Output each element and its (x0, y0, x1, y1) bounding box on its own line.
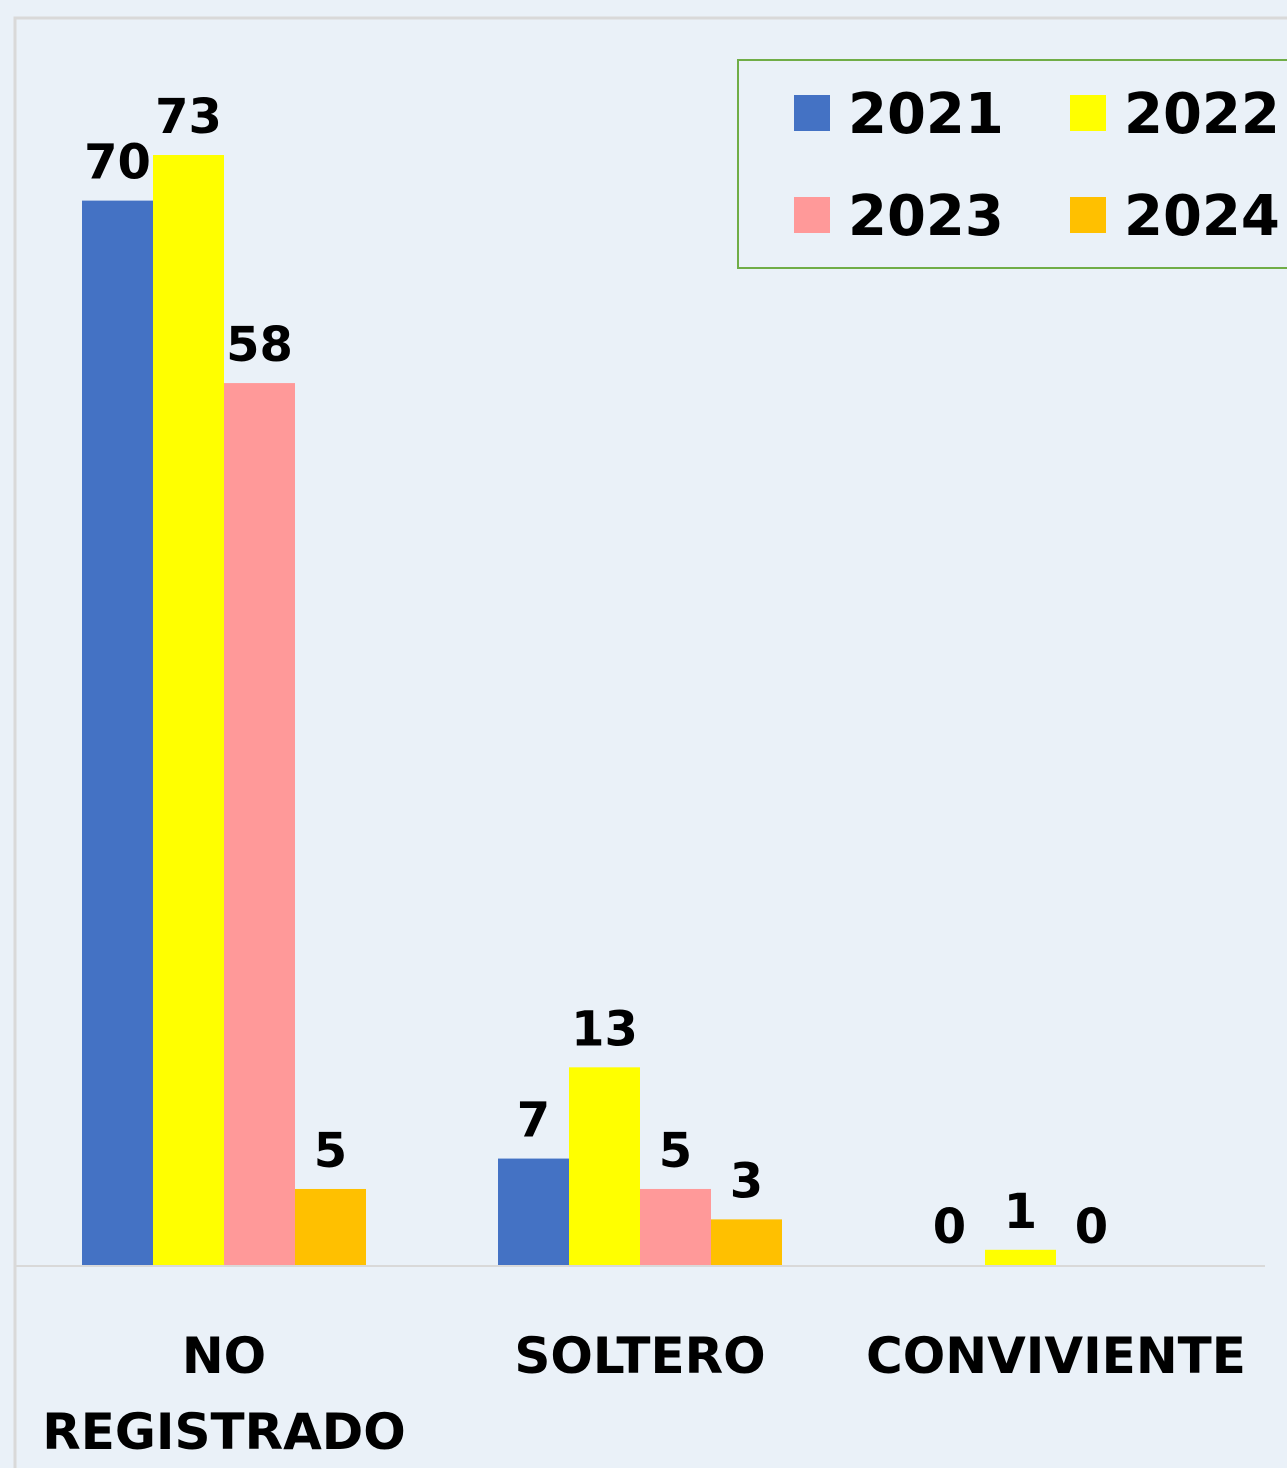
legend-label: 2021 (848, 82, 1004, 147)
data-label: 73 (155, 89, 222, 145)
x-tick-label: SOLTERO (514, 1327, 766, 1385)
legend-swatch (1070, 197, 1106, 233)
legend-label: 2022 (1124, 82, 1280, 147)
bar (498, 1158, 569, 1265)
legend-swatch (794, 95, 830, 131)
bar (224, 383, 295, 1266)
legend-label: 2023 (848, 184, 1004, 249)
data-label: 3 (730, 1153, 763, 1209)
data-label: 13 (571, 1001, 638, 1057)
bar (985, 1249, 1056, 1265)
data-label: 5 (314, 1123, 347, 1179)
x-tick-label: NO REGISTRADO (42, 1327, 406, 1461)
data-label: 58 (226, 317, 293, 373)
legend-label: 2024 (1124, 184, 1280, 249)
x-tick-label: CONVIVIENTE (866, 1327, 1246, 1385)
plot-border (13, 16, 1287, 1468)
bar (82, 200, 153, 1265)
data-label: 5 (659, 1123, 692, 1179)
bar (153, 155, 224, 1265)
legend-swatch (1070, 95, 1106, 131)
data-label: 0 (933, 1199, 966, 1255)
data-label: 0 (1075, 1199, 1108, 1255)
bar (640, 1188, 711, 1265)
data-label: 7 (517, 1093, 550, 1149)
data-label: 1 (1004, 1184, 1037, 1240)
data-label: 70 (84, 135, 151, 191)
bar (569, 1067, 640, 1265)
bar (711, 1219, 782, 1265)
bar (295, 1188, 366, 1265)
legend-swatch (794, 197, 830, 233)
legend-box (737, 59, 1287, 269)
